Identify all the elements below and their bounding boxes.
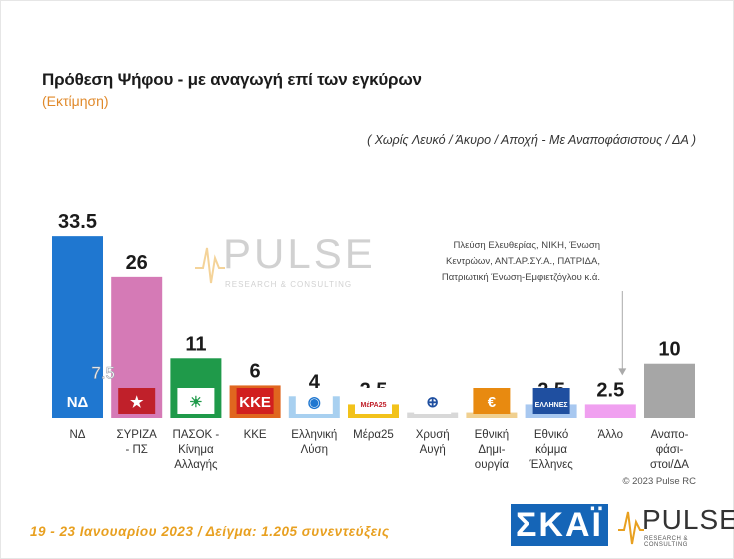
tick-label: ΣΥΡΙΖΑ bbox=[117, 429, 158, 441]
tick-label: φάσι- bbox=[656, 444, 684, 456]
other-parties-annotation: Πλεύση Ελευθερίας, ΝΙΚΗ, Ένωση Κεντρώων,… bbox=[400, 238, 600, 286]
pulse-logo: PULSE RESEARCH & CONSULTING bbox=[618, 504, 734, 548]
annotation-line: Πλεύση Ελευθερίας, ΝΙΚΗ, Ένωση bbox=[453, 240, 600, 251]
tick-label: ΚΚΕ bbox=[244, 429, 267, 441]
tick-label: στοι/ΔΑ bbox=[650, 459, 689, 471]
tick-label: Αλλαγής bbox=[174, 459, 218, 471]
tick-label: Εθνικό bbox=[534, 429, 568, 441]
bar bbox=[52, 236, 103, 418]
party-logo-text: ◉ bbox=[308, 394, 321, 411]
party-logo-text: ΜέΡΑ25 bbox=[361, 402, 387, 409]
party-logo-icon bbox=[59, 388, 96, 414]
data-label: 10 bbox=[658, 339, 680, 361]
party-logo-icon bbox=[177, 388, 215, 414]
copyright: © 2023 Pulse RC bbox=[622, 476, 696, 487]
tick-label: Λύση bbox=[301, 444, 328, 456]
tick-label: Αυγή bbox=[420, 444, 446, 456]
data-label: 26 bbox=[126, 252, 148, 274]
party-logo-text: ΝΔ bbox=[67, 394, 89, 411]
skai-logo: ΣΚΑΪ bbox=[511, 504, 608, 546]
party-logo-icon bbox=[295, 388, 333, 414]
callout-arrow-icon bbox=[618, 368, 627, 376]
data-label: 33.5 bbox=[58, 211, 97, 233]
party-logo-icon bbox=[414, 388, 452, 414]
tick-label: Εθνική bbox=[475, 429, 510, 441]
bar bbox=[407, 412, 459, 418]
tick-label: ΠΑΣΟΚ - bbox=[173, 429, 220, 441]
party-logo-text: ΕΛΛΗΝΕΣ bbox=[535, 402, 568, 409]
annotation-line: Πατριωτική Ένωση-Εμφιετζόγλου κ.ά. bbox=[441, 272, 600, 283]
tick-label: Ελληνική bbox=[291, 429, 337, 441]
party-logo-icon bbox=[355, 388, 392, 414]
tick-label: ΝΔ bbox=[70, 429, 86, 441]
annotation-line: Κεντρώων, ΑΝΤ.ΑΡ.ΣΥ.Α., ΠΑΤΡΙΔΑ, bbox=[446, 256, 600, 267]
pulse-watermark: PULSE RESEARCH & CONSULTING bbox=[195, 230, 373, 300]
party-logo-text: ⊕ bbox=[426, 394, 439, 411]
tick-label: Αναπο- bbox=[651, 429, 689, 441]
party-logo-text: ★ bbox=[130, 394, 144, 411]
party-logo-text: ΚΚΕ bbox=[239, 394, 271, 411]
tick-label: Κίνημα bbox=[178, 444, 214, 456]
chart-title: Πρόθεση Ψήφου - με αναγωγή επί των εγκύρ… bbox=[42, 70, 422, 89]
data-label: 11 bbox=[185, 333, 206, 355]
tick-label: Μέρα25 bbox=[353, 429, 394, 441]
party-logo-icon bbox=[236, 388, 274, 414]
gap-label: 7.5 bbox=[91, 364, 115, 383]
bar bbox=[584, 404, 636, 418]
bar bbox=[644, 363, 695, 418]
data-label: 6 bbox=[250, 360, 261, 382]
pulse-logo-word: PULSE bbox=[642, 504, 734, 535]
data-label: 4 bbox=[309, 371, 321, 393]
tick-label: κόμμα bbox=[535, 444, 567, 456]
tick-label: - ΠΣ bbox=[125, 444, 147, 456]
survey-info: 19 - 23 Ιανουαρίου 2023 / Δείγμα: 1.205 … bbox=[30, 524, 390, 539]
chart-subtitle: (Εκτίμηση) bbox=[42, 93, 109, 109]
pulse-wave-icon bbox=[618, 511, 644, 545]
tick-label: Χρυσή bbox=[416, 429, 450, 441]
tick-label: Άλλο bbox=[598, 429, 623, 441]
bar bbox=[466, 412, 518, 418]
data-label: 2.5 bbox=[596, 379, 624, 401]
tick-label: Έλληνες bbox=[528, 459, 573, 471]
watermark-sub: RESEARCH & CONSULTING bbox=[225, 280, 353, 289]
chart-note: ( Χωρίς Λευκό / Άκυρο / Αποχή - Με Αναπο… bbox=[367, 133, 696, 147]
party-logo-icon bbox=[118, 388, 156, 414]
watermark-word: PULSE bbox=[223, 230, 376, 277]
party-logo-text: € bbox=[488, 394, 497, 411]
pulse-logo-sub: RESEARCH & CONSULTING bbox=[644, 536, 689, 548]
pulse-wave-icon bbox=[195, 247, 225, 284]
party-logo-text: ☀ bbox=[189, 394, 202, 411]
party-logo-icon bbox=[473, 388, 511, 414]
party-logo-icon bbox=[532, 388, 570, 414]
tick-label: Δημι- bbox=[478, 444, 505, 456]
tick-label: ουργία bbox=[475, 459, 510, 471]
